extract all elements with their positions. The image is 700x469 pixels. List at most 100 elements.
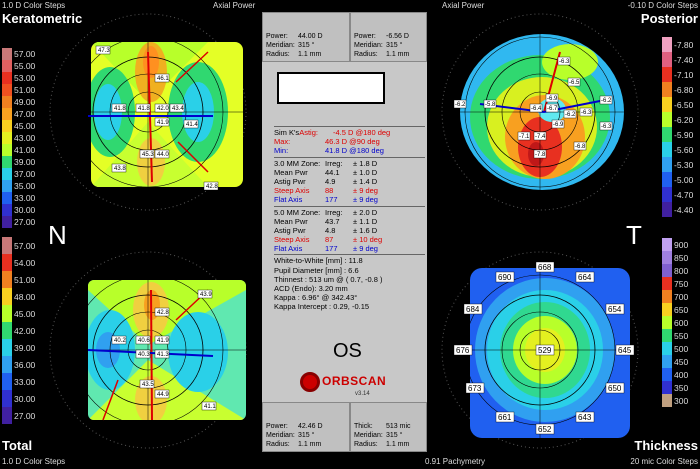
thickness-value: 652 — [538, 425, 552, 434]
color-swatch — [662, 97, 672, 112]
bottom-left-readout: Power: 42.46 D Meridian: 315 ° Radius: 1.1 … — [262, 402, 350, 452]
scale-label: -4.70 — [674, 189, 694, 200]
posterior-value-labels: -6.3 -6.9 -6.7 -6.2 -5.8 -6.4 -6.2 -6.3 … — [453, 56, 613, 159]
posterior-value: -5.8 — [485, 102, 496, 108]
tr-color-steps: -0.10 D Color Steps — [627, 1, 698, 10]
scale-label: -5.90 — [674, 129, 694, 140]
scale-label: 43.00 — [14, 133, 36, 143]
color-swatch — [662, 316, 672, 329]
total-value: 43.9 — [200, 292, 212, 298]
thickness-value: 645 — [618, 346, 632, 355]
posterior-value: -7.8 — [535, 152, 546, 158]
total-map[interactable]: 43.9 42.8 40.2 40.6 41.9 40.3 41.3 43.5 … — [48, 250, 248, 450]
thickness-value: 661 — [498, 413, 512, 422]
br-color-steps: 20 mic Color Steps — [630, 457, 698, 466]
kerat-value: 44.0 — [157, 152, 169, 158]
color-swatch — [662, 303, 672, 316]
total-value: 40.3 — [138, 352, 150, 358]
thickness-title: Thickness — [634, 438, 698, 453]
thickness-value-labels: 668 690 664 684 654 676 529 645 673 650 … — [453, 261, 635, 435]
thickness-value: 654 — [608, 305, 622, 314]
thickness-value: 650 — [608, 384, 622, 393]
statistics-block: Sim K'sAstig: -4.5 D @180 deg Max: 46.3 D … — [274, 125, 425, 312]
posterior-map[interactable]: -6.3 -6.9 -6.7 -6.2 -5.8 -6.4 -6.2 -6.3 … — [440, 12, 640, 212]
kerat-value: 42.8 — [206, 184, 218, 190]
kerat-value: 45.3 — [142, 152, 154, 158]
scale-label: 900 — [674, 239, 689, 250]
color-swatch — [2, 356, 12, 373]
thickness-value: 684 — [466, 305, 480, 314]
scale-label: -7.40 — [674, 54, 694, 65]
scale-label: 30.00 — [14, 393, 36, 404]
scale-label: 450 — [674, 356, 689, 367]
color-swatch — [662, 368, 672, 381]
scale-label: 27.00 — [14, 217, 36, 227]
scale-label: -7.80 — [674, 39, 694, 50]
total-value: 41.3 — [157, 352, 169, 358]
scale-label: 27.00 — [14, 410, 36, 421]
scale-label: 51.00 — [14, 274, 36, 285]
color-swatch — [2, 237, 12, 254]
summary-panel — [262, 62, 427, 402]
color-swatch — [2, 192, 12, 204]
kerat-value: 42.0 — [157, 106, 169, 112]
scale-label: 600 — [674, 317, 689, 328]
color-swatch — [2, 72, 12, 84]
scale-label: 850 — [674, 252, 689, 263]
scale-label: 55.00 — [14, 61, 36, 71]
color-swatch — [662, 251, 672, 264]
posterior-value: -6.4 — [531, 106, 542, 112]
color-swatch — [662, 157, 672, 172]
posterior-value: -6.3 — [601, 124, 612, 130]
thickness-map[interactable]: 668 690 664 684 654 676 529 645 673 650 … — [440, 250, 640, 450]
scale-label: 700 — [674, 291, 689, 302]
scale-label: 51.00 — [14, 85, 36, 95]
posterior-value: -6.3 — [581, 110, 592, 116]
color-swatch — [662, 264, 672, 277]
scale-label: -5.60 — [674, 144, 694, 155]
total-value: 41.1 — [204, 404, 216, 410]
total-value: 40.2 — [114, 338, 126, 344]
color-swatch — [2, 108, 12, 120]
scale-label: 800 — [674, 265, 689, 276]
kerat-value: 41.8 — [138, 106, 150, 112]
posterior-value: -6.7 — [547, 106, 558, 112]
thickness-value: 668 — [538, 263, 552, 272]
total-value: 41.9 — [157, 338, 169, 344]
keratometric-map[interactable]: 47.3 46.1 41.8 41.8 42.0 43.4 41.9 41.4 … — [48, 12, 248, 212]
color-swatch — [2, 216, 12, 228]
color-swatch — [2, 254, 12, 271]
color-swatch — [2, 156, 12, 168]
color-swatch — [2, 373, 12, 390]
color-swatch — [662, 112, 672, 127]
posterior-title: Posterior — [640, 11, 698, 26]
pachymetry-label: 0.91 Pachymetry — [425, 457, 486, 466]
color-swatch — [662, 342, 672, 355]
kerat-value: 41.9 — [157, 120, 169, 126]
top-left-readout: Power: 44.00 D Meridian: 315 ° Radius: 1.1 … — [262, 12, 350, 62]
keratometric-heatmap — [91, 42, 243, 187]
posterior-value: -6.2 — [601, 98, 612, 104]
kerat-value: 47.3 — [98, 48, 110, 54]
orbscan-logo-icon — [300, 372, 320, 392]
scale-label: -6.20 — [674, 114, 694, 125]
scale-label: 30.00 — [14, 205, 36, 215]
color-swatch — [2, 271, 12, 288]
scale-label: 45.00 — [14, 308, 36, 319]
thickness-value: 676 — [456, 346, 470, 355]
scale-label: -5.30 — [674, 159, 694, 170]
thickness-value: 529 — [538, 346, 552, 355]
color-swatch — [2, 144, 12, 156]
color-swatch — [662, 142, 672, 157]
kerat-value: 43.8 — [114, 166, 126, 172]
version-label: v3.14 — [355, 391, 370, 397]
color-swatch — [2, 120, 12, 132]
scale-label: 39.00 — [14, 157, 36, 167]
color-swatch — [662, 329, 672, 342]
thickness-value: 643 — [578, 413, 592, 422]
nasal-label: N — [48, 220, 67, 250]
scale-label: 35.00 — [14, 181, 36, 191]
scale-label: -6.50 — [674, 99, 694, 110]
total-value-labels: 43.9 42.8 40.2 40.6 41.9 40.3 41.3 43.5 … — [111, 289, 216, 411]
scale-label: -4.40 — [674, 204, 694, 215]
